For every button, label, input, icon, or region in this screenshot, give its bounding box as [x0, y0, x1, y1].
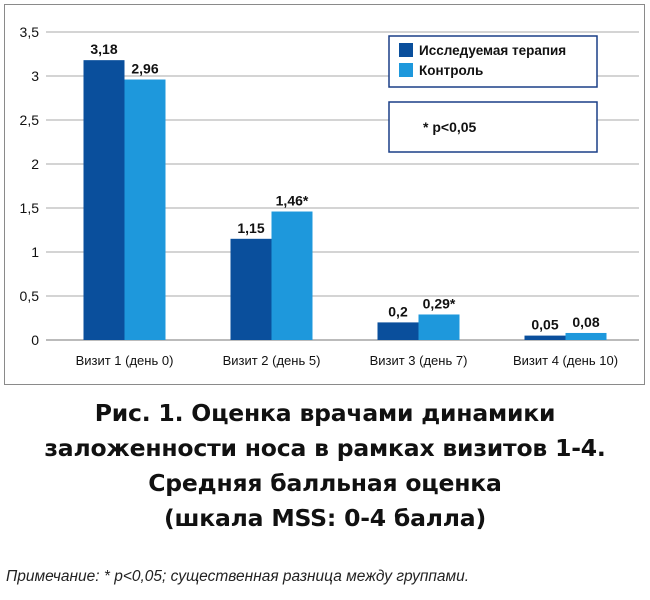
figure-caption: Рис. 1. Оценка врачами динамики заложенн… [0, 396, 650, 536]
bar [83, 60, 125, 340]
caption-line-2: заложенности носа в рамках визитов 1-4. [44, 434, 606, 462]
bar [524, 335, 566, 340]
data-label: 1,15 [237, 220, 264, 236]
y-tick-label: 0,5 [20, 288, 40, 304]
legend-swatch [399, 43, 413, 57]
data-label: 2,96 [131, 61, 158, 77]
legend-swatch [399, 63, 413, 77]
legend-box [388, 35, 598, 88]
x-tick-label: Визит 2 (день 5) [223, 353, 321, 368]
y-tick-label: 1 [31, 244, 39, 260]
data-label: 0,29* [423, 295, 456, 311]
bar [377, 322, 419, 340]
data-label: 0,2 [388, 303, 408, 319]
y-tick-label: 0 [31, 332, 39, 348]
data-label: 0,05 [531, 317, 558, 333]
legend-label: Исследуемая терапия [419, 43, 566, 58]
y-tick-label: 2 [31, 156, 39, 172]
chart-frame: 0 0,5 1 1,5 2 2,5 3 3,5 3,18 2,96 Визит 1 (день 0)… [4, 4, 645, 385]
legend-label: Контроль [419, 63, 483, 78]
y-tick-label: 1,5 [20, 200, 40, 216]
caption-line-3: Средняя балльная оценка [148, 469, 502, 497]
x-tick-label: Визит 1 (день 0) [76, 353, 174, 368]
caption-line-1: Рис. 1. Оценка врачами динамики [94, 399, 556, 427]
bar [565, 332, 607, 340]
footnote: Примечание: * p<0,05; существенная разни… [6, 568, 470, 585]
y-tick-label: 3 [31, 68, 39, 84]
bar-chart: 0 0,5 1 1,5 2 2,5 3 3,5 3,18 2,96 Визит 1 (день 0)… [20, 24, 639, 368]
y-tick-label: 3,5 [20, 24, 40, 40]
data-label: 0,08 [572, 314, 599, 330]
caption-line-4: (шкала MSS: 0-4 балла) [163, 504, 487, 532]
x-tick-label: Визит 4 (день 10) [513, 353, 618, 368]
bar [230, 238, 272, 340]
y-tick-label: 2,5 [20, 112, 40, 128]
bar [124, 79, 166, 341]
data-label: 1,46* [276, 193, 309, 209]
annotation-text: * p<0,05 [423, 119, 477, 135]
data-label: 3,18 [90, 41, 117, 57]
bar [418, 314, 460, 340]
annotation-box [388, 101, 598, 153]
bar [271, 211, 313, 340]
x-tick-label: Визит 3 (день 7) [370, 353, 468, 368]
